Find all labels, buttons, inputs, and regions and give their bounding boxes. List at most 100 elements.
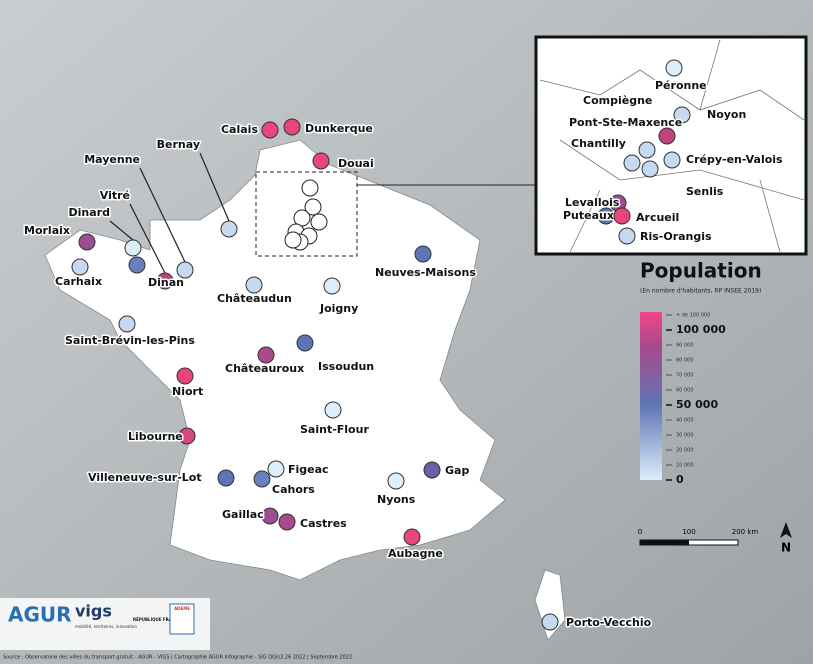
city-marker [176, 367, 194, 385]
city-marker [296, 334, 314, 352]
inset-borders [539, 39, 805, 253]
city-label: Chantilly [571, 137, 626, 150]
city-label: Douai [338, 157, 374, 170]
city-marker [267, 460, 285, 478]
city-label: Levallois [565, 196, 620, 209]
legend-subtitle: (En nombre d'habitants, RP INSEE 2019) [640, 288, 761, 295]
legend-tick-label: 0 [676, 473, 684, 486]
city-marker [387, 472, 405, 490]
city-label: Nyons [377, 493, 416, 506]
city-marker [423, 461, 441, 479]
city-label: Cahors [272, 483, 315, 496]
city-marker [638, 141, 656, 159]
city-marker [278, 513, 296, 531]
city-label: Dinan [148, 276, 184, 289]
city-label: Arcueil [636, 211, 679, 224]
city-marker [414, 245, 432, 263]
city-marker [312, 152, 330, 170]
legend-bar [640, 312, 662, 480]
city-label: Péronne [655, 79, 707, 92]
city-marker [673, 106, 691, 124]
city-marker [156, 272, 174, 290]
city-marker [623, 154, 641, 172]
city-label: Aubagne [388, 547, 443, 560]
cities-layer: Calais Dunkerque Douai Bernay Mayenne Vitré Di… [23, 59, 785, 631]
city-marker [323, 277, 341, 295]
city-label: Figeac [288, 463, 329, 476]
city-marker [283, 118, 301, 136]
city-label: Calais [221, 123, 258, 136]
legend-tick-label: 70 000 [676, 373, 694, 379]
source: Source : Observatoire des villes du tran… [3, 655, 352, 661]
legend-tick-label: 20 000 [676, 448, 694, 454]
city-marker [403, 528, 421, 546]
city-label: Saint-Flour [300, 423, 369, 436]
city-label: Châteaudun [217, 292, 292, 305]
city-label: Libourne [128, 430, 183, 443]
city-label: Senlis [686, 185, 724, 198]
city-marker [658, 127, 676, 145]
city-label: Issoudun [318, 360, 374, 373]
leader-line [139, 167, 186, 263]
city-label: Bernay [157, 138, 200, 151]
france [44, 139, 506, 581]
city-marker [261, 507, 279, 525]
city-marker [217, 469, 235, 487]
city-marker [245, 276, 263, 294]
city-marker [128, 256, 146, 274]
city-marker [78, 233, 96, 251]
city-marker [641, 160, 659, 178]
logo-ademe-box [169, 603, 195, 635]
city-marker [257, 346, 275, 364]
legend-tick-label: 10 000 [676, 463, 694, 469]
city-label: Ris-Orangis [640, 230, 712, 243]
city-label: Niort [172, 385, 203, 398]
city-marker [261, 121, 279, 139]
city-label: Puteaux [563, 209, 614, 222]
city-marker [663, 151, 681, 169]
city-label: Gaillac [222, 508, 264, 521]
city-marker [220, 220, 238, 238]
city-marker [618, 227, 636, 245]
logo-ademe: ADEME [174, 606, 190, 611]
legend-tick-label: 90 000 [676, 343, 694, 349]
logo-republique: RÉPUBLIQUE FRANÇAISE [133, 617, 189, 622]
city-marker [118, 315, 136, 333]
city-label: Vitré [100, 189, 130, 202]
leader-line [199, 152, 230, 222]
north-label: N [781, 541, 791, 555]
city-label: Carhaix [55, 275, 102, 288]
city-marker [176, 261, 194, 279]
city-label: Noyon [707, 108, 746, 121]
legend-tick-label: + de 100 000 [676, 313, 710, 319]
city-label: Dunkerque [305, 122, 373, 135]
scale-bar-fill [640, 540, 689, 545]
logo-vigs: vigs [75, 602, 112, 621]
leader-line [129, 203, 166, 274]
city-label: Porto-Vecchio [566, 616, 652, 629]
legend-tick-label: 40 000 [676, 418, 694, 424]
legend-tick-label: 50 000 [676, 398, 718, 411]
legend-tick-label: 80 000 [676, 358, 694, 364]
legend-tick-label: 100 000 [676, 323, 726, 336]
city-label: Saint-Brévin-les-Pins [65, 334, 195, 347]
city-marker [253, 470, 271, 488]
city-label: Neuves-Maisons [375, 266, 476, 279]
city-marker [71, 258, 89, 276]
city-label: Gap [445, 464, 469, 477]
city-marker [613, 207, 631, 225]
city-label: Compiègne [583, 94, 652, 107]
north-arrow [780, 522, 792, 538]
legend-tick-label: 30 000 [676, 433, 694, 439]
city-marker [324, 401, 342, 419]
leader-line [109, 220, 134, 241]
city-marker [541, 613, 559, 631]
city-label: Mayenne [84, 153, 140, 166]
city-label: Dinard [69, 206, 110, 219]
logo-vigs-tagline: mobilité, territoires, innovation [75, 624, 137, 629]
scale-label: 0 [638, 528, 642, 536]
legend-tick-label: 60 000 [676, 388, 694, 394]
scale-label: 200 km [732, 528, 759, 536]
city-label: Pont-Ste-Maxence [569, 116, 682, 129]
